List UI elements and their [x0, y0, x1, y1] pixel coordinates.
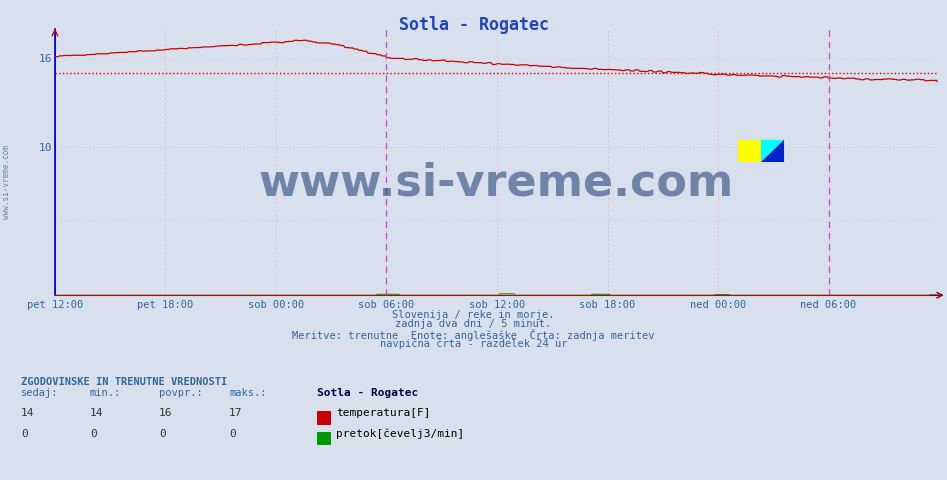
Text: temperatura[F]: temperatura[F] [336, 408, 431, 418]
Polygon shape [761, 140, 784, 162]
Bar [738, 140, 784, 162]
Text: 16: 16 [159, 408, 172, 418]
Text: povpr.:: povpr.: [159, 388, 203, 398]
Text: www.si-vreme.com: www.si-vreme.com [259, 162, 734, 205]
Text: 0: 0 [159, 429, 166, 439]
Text: www.si-vreme.com: www.si-vreme.com [2, 145, 11, 219]
Text: navpična črta - razdelek 24 ur: navpična črta - razdelek 24 ur [380, 338, 567, 349]
Text: 17: 17 [229, 408, 242, 418]
Text: 0: 0 [90, 429, 97, 439]
Text: 0: 0 [229, 429, 236, 439]
Text: 14: 14 [21, 408, 34, 418]
Text: Sotla - Rogatec: Sotla - Rogatec [317, 388, 419, 398]
Text: 0: 0 [21, 429, 27, 439]
Text: Meritve: trenutne  Enote: anglešaške  Črta: zadnja meritev: Meritve: trenutne Enote: anglešaške Črta… [293, 329, 654, 341]
Polygon shape [761, 140, 784, 162]
Text: pretok[čevelj3/min]: pretok[čevelj3/min] [336, 428, 464, 439]
Text: min.:: min.: [90, 388, 121, 398]
Text: sedaj:: sedaj: [21, 388, 59, 398]
Text: Sotla - Rogatec: Sotla - Rogatec [399, 16, 548, 34]
Text: Slovenija / reke in morje.: Slovenija / reke in morje. [392, 310, 555, 320]
Text: 14: 14 [90, 408, 103, 418]
Text: zadnja dva dni / 5 minut.: zadnja dva dni / 5 minut. [396, 319, 551, 329]
Text: maks.:: maks.: [229, 388, 267, 398]
Text: ZGODOVINSKE IN TRENUTNE VREDNOSTI: ZGODOVINSKE IN TRENUTNE VREDNOSTI [21, 377, 227, 387]
